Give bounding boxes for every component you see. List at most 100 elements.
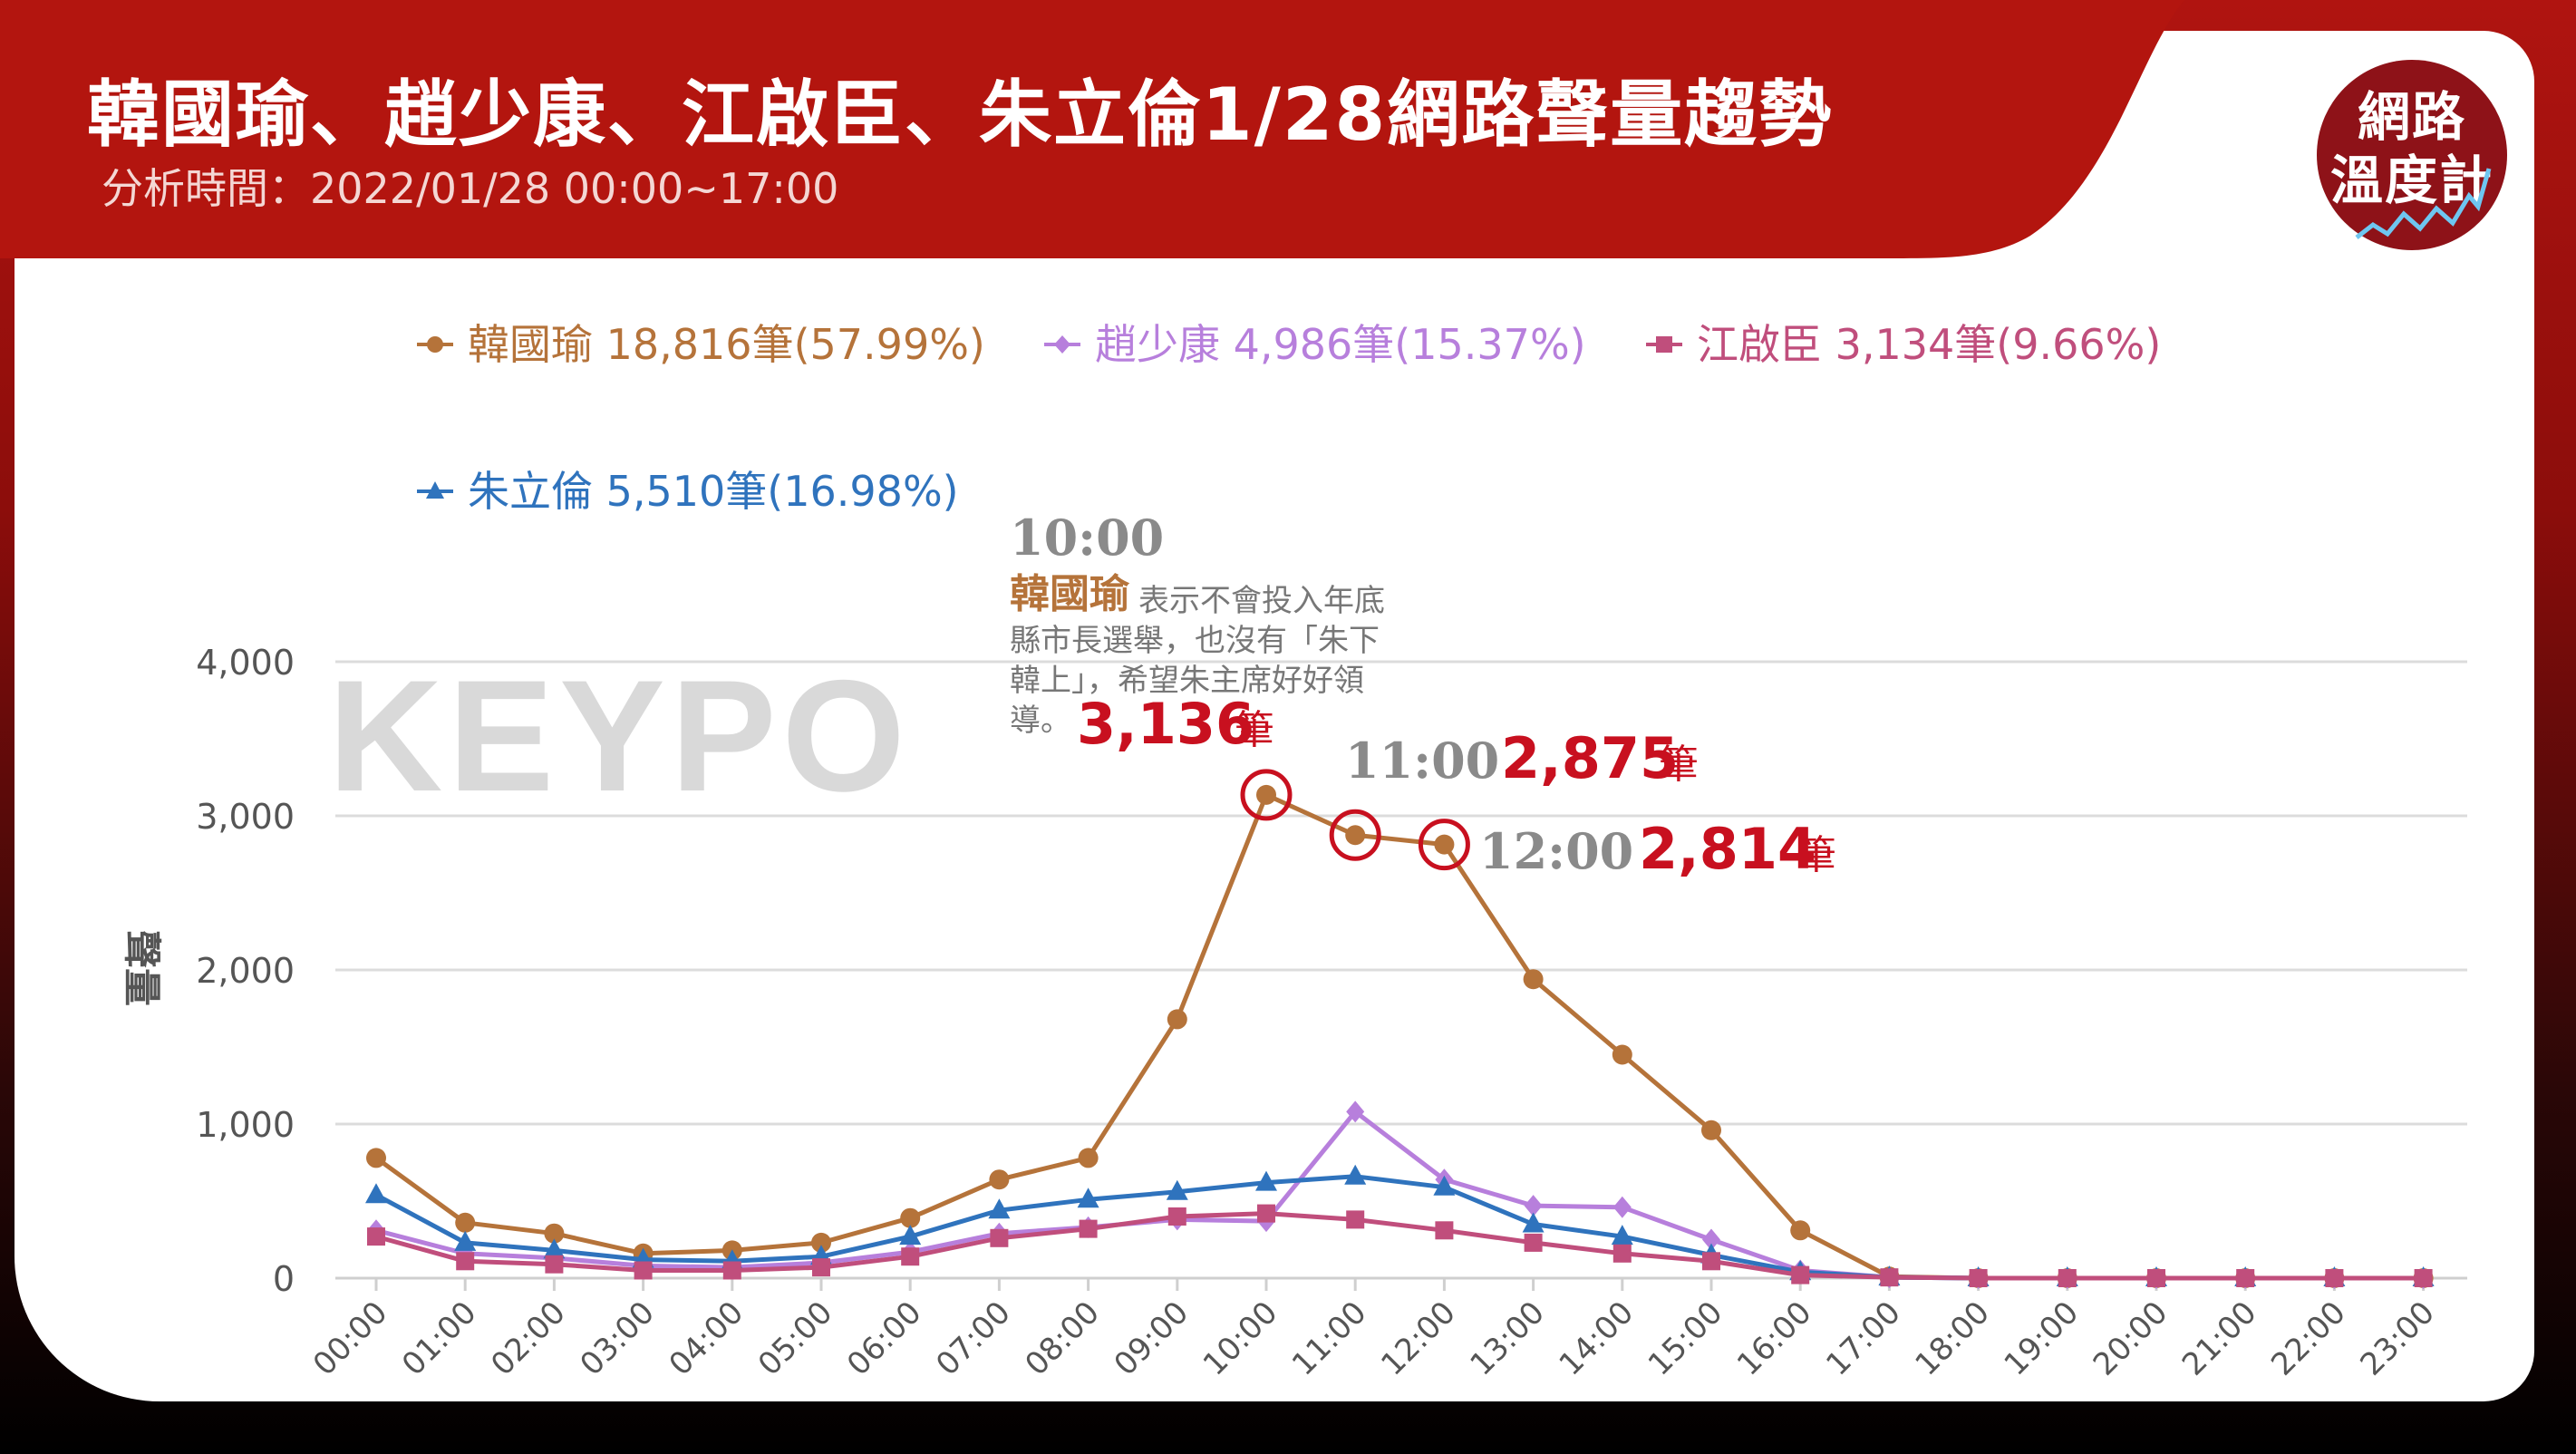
data-point [1612, 1196, 1632, 1218]
data-point [1969, 1269, 1988, 1287]
x-tick-label: 14:00 [1553, 1294, 1641, 1383]
annotation-count: 3,136 [1077, 691, 1254, 757]
data-point [1256, 784, 1276, 805]
data-point [1611, 1225, 1633, 1246]
data-point [366, 1148, 386, 1168]
data-point [1522, 1212, 1545, 1233]
data-point [899, 1225, 922, 1246]
legend-label: 朱立倫 5,510筆(16.98%) [468, 467, 959, 516]
annotation-time: 12:00 [1479, 822, 1633, 880]
x-tick-label: 01:00 [395, 1294, 484, 1383]
x-tick-label: 21:00 [2175, 1294, 2264, 1383]
x-tick-label: 07:00 [929, 1294, 1018, 1383]
x-tick-label: 08:00 [1018, 1294, 1107, 1383]
data-point [2414, 1269, 2433, 1287]
chart-card [15, 31, 2534, 1401]
x-tick-label: 20:00 [2087, 1294, 2175, 1383]
data-point [900, 1207, 921, 1228]
data-point [1166, 1179, 1188, 1200]
data-point [1880, 1268, 1899, 1287]
y-axis-label: 聲量 [120, 930, 164, 1006]
pulse-icon [2355, 168, 2492, 239]
legend-label: 趙少康 4,986筆(15.37%) [1095, 320, 1586, 369]
data-point [1255, 1170, 1277, 1191]
data-point [454, 1230, 477, 1251]
legend-label: 韓國瑜 18,816筆(57.99%) [468, 320, 985, 369]
data-point [901, 1247, 920, 1266]
data-point [1167, 1009, 1187, 1030]
annotation-desc-line: 表示不會投入年底 [1138, 583, 1385, 619]
data-point [722, 1261, 741, 1280]
legend-marker [1656, 336, 1672, 353]
data-point [812, 1258, 830, 1277]
analysis-time: 分析時間：2022/01/28 00:00~17:00 [102, 164, 839, 213]
annotation-unit: 筆 [1659, 742, 1699, 788]
annotation-unit: 筆 [1796, 832, 1836, 878]
x-tick-label: 00:00 [306, 1294, 395, 1383]
keypo-watermark: KEYPO [328, 648, 911, 825]
data-point [1434, 834, 1455, 855]
page-title: 韓國瑜、趙少康、江啟臣、朱立倫1/28網路聲量趨勢 [87, 73, 1834, 157]
data-point [365, 1183, 387, 1204]
data-point [1702, 1252, 1720, 1271]
data-point [1344, 1164, 1367, 1185]
legend-marker [426, 481, 444, 499]
x-tick-label: 16:00 [1730, 1294, 1819, 1383]
data-point [990, 1228, 1009, 1247]
data-point [1435, 1221, 1454, 1240]
highlight-ring [1240, 769, 1293, 821]
x-tick-label: 23:00 [2353, 1294, 2442, 1383]
y-tick-label: 3,000 [196, 797, 295, 837]
x-tick-label: 02:00 [484, 1294, 573, 1383]
data-point [367, 1227, 385, 1246]
annotation-unit: 筆 [1235, 707, 1274, 753]
annotation-desc-line: 韓上」，希望朱主席好好領 [1010, 663, 1364, 699]
annotation-name: 韓國瑜 [1010, 571, 1130, 617]
legend-marker [427, 336, 443, 353]
x-tick-label: 06:00 [840, 1294, 929, 1383]
annotation-desc-line: 導。 [1010, 703, 1071, 739]
legend-marker [1054, 335, 1070, 354]
data-point [1790, 1220, 1811, 1241]
annotation-count: 2,875 [1501, 725, 1679, 791]
data-point [455, 1212, 476, 1233]
data-point [1257, 1204, 1275, 1223]
data-point [1702, 1228, 1720, 1251]
series-line-韓國瑜 [374, 792, 2424, 1281]
badge-line-1: 網路 [2357, 86, 2466, 148]
data-point [2325, 1269, 2344, 1287]
data-point [634, 1261, 653, 1280]
annotation-count: 2,814 [1639, 816, 1816, 882]
data-point [2058, 1269, 2077, 1287]
data-point [1433, 1175, 1456, 1196]
x-tick-label: 19:00 [1998, 1294, 2087, 1383]
series-line-朱立倫 [374, 1174, 2424, 1281]
x-tick-label: 10:00 [1196, 1294, 1285, 1383]
y-tick-label: 0 [273, 1259, 295, 1299]
highlight-ring [1329, 809, 1381, 861]
annotation-time: 11:00 [1345, 732, 1499, 790]
data-point [1523, 969, 1544, 990]
brand-badge: 網路 溫度計 [2317, 60, 2507, 250]
x-tick-label: 12:00 [1374, 1294, 1463, 1383]
data-point [544, 1223, 565, 1244]
y-tick-label: 2,000 [196, 951, 295, 991]
y-tick-label: 1,000 [196, 1105, 295, 1145]
data-point [1346, 1100, 1365, 1123]
data-point [456, 1252, 475, 1271]
data-point [545, 1255, 564, 1274]
x-tick-label: 11:00 [1285, 1294, 1374, 1383]
legend: 韓國瑜 18,816筆(57.99%) 趙少康 4,986筆(15.37%) 江啟臣… [417, 320, 2161, 516]
x-tick-label: 17:00 [1819, 1294, 1908, 1383]
data-point [1077, 1187, 1099, 1208]
x-tick-label: 04:00 [663, 1294, 751, 1383]
x-tick-label: 18:00 [1908, 1294, 1997, 1383]
data-point [1167, 1207, 1186, 1226]
y-tick-label: 4,000 [196, 643, 295, 683]
data-point [988, 1198, 1011, 1219]
data-point [1612, 1244, 1632, 1263]
x-tick-label: 13:00 [1463, 1294, 1552, 1383]
